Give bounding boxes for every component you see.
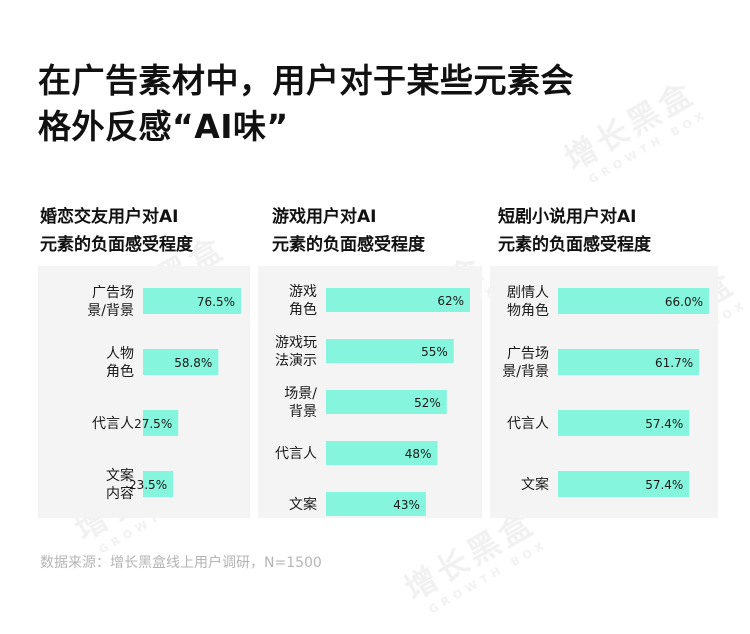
bar [326,288,470,312]
bar [143,410,179,436]
category-label: 文案 [521,476,549,493]
category-label: 代言人 [275,446,317,462]
category-label: 代言人 [92,416,134,432]
bar [326,441,438,465]
data-label: 57.4% [645,478,683,492]
chart-subtitle-dating: 婚恋交友用户对AI 元素的负面感受程度 [40,203,193,259]
page-title-line: 在广告素材中，用户对于某些元素会 [38,61,574,100]
chart-subtitle-line: 元素的负面感受程度 [272,235,425,255]
category-label: 广告场 [92,285,134,301]
category-label: 物角色 [507,302,549,319]
category-label: 游戏 [289,284,317,300]
bar [143,288,241,314]
bar [143,471,174,497]
data-label: 48% [405,447,432,461]
data-label: 23.5% [129,478,167,492]
data-label: 58.8% [174,356,212,370]
category-label: 剧情人 [507,285,549,301]
chart-panel-game: 62% 游戏 角色 55% 游戏玩法演示 52% 场景/背景 48% 代言人 43% 文案 [258,266,482,518]
category-label: 代言人 [507,416,549,432]
bar [558,349,700,375]
bar [558,288,709,314]
bar [326,492,426,516]
chart-subtitle-line: 游戏用户对AI [272,207,377,227]
category-label: 法演示 [275,353,317,369]
category-label: 文案 [106,467,134,484]
chart-subtitle-line: 婚恋交友用户对AI [40,207,179,227]
data-label: 66.0% [665,295,703,309]
data-label: 43% [393,498,420,512]
page-title-line: 格外反感“AI味” [38,107,289,146]
category-label: 景/背景 [502,364,549,380]
chart-subtitle-line: 元素的负面感受程度 [498,235,651,255]
data-label: 55% [421,345,448,359]
category-label: 背景 [289,404,317,420]
chart-subtitle-drama: 短剧小说用户对AI 元素的负面感受程度 [498,203,651,259]
chart-panel-dating: 76.5% 广告场景/背景 58.8% 人物 角色 27.5% 代言人 23.5% 文案 内容 [38,266,250,518]
page-title: 在广告素材中，用户对于某些元素会 格外反感“AI味” [38,58,718,150]
data-label: 57.4% [645,417,683,431]
category-label: 场景/ [284,386,317,402]
data-label: 76.5% [197,295,235,309]
bar [558,410,690,436]
category-label: 角色 [289,301,317,318]
chart-subtitle-line: 短剧小说用户对AI [498,207,637,227]
chart-subtitle-line: 元素的负面感受程度 [40,235,193,255]
category-label: 内容 [106,485,134,502]
chart-panel-drama: 66.0% 剧情人 物角色 61.7% 广告场景/背景 57.4% 代言人 57.4% 文案 [490,266,718,518]
bar [143,349,219,375]
bar [558,471,690,497]
chart-subtitle-game: 游戏用户对AI 元素的负面感受程度 [272,203,425,259]
category-label: 景/背景 [87,303,134,319]
data-label: 52% [414,396,441,410]
category-label: 文案 [289,496,317,513]
data-source-note: 数据来源：增长黑盒线上用户调研，N=1500 [40,555,322,571]
data-label: 61.7% [655,356,693,370]
bar [326,339,454,363]
data-label: 62% [437,294,464,308]
data-label: 27.5% [134,417,172,431]
bar [326,390,447,414]
category-label: 游戏玩 [275,335,317,351]
category-label: 人物 [106,346,134,362]
category-label: 角色 [106,363,134,380]
category-label: 广告场 [507,346,549,362]
